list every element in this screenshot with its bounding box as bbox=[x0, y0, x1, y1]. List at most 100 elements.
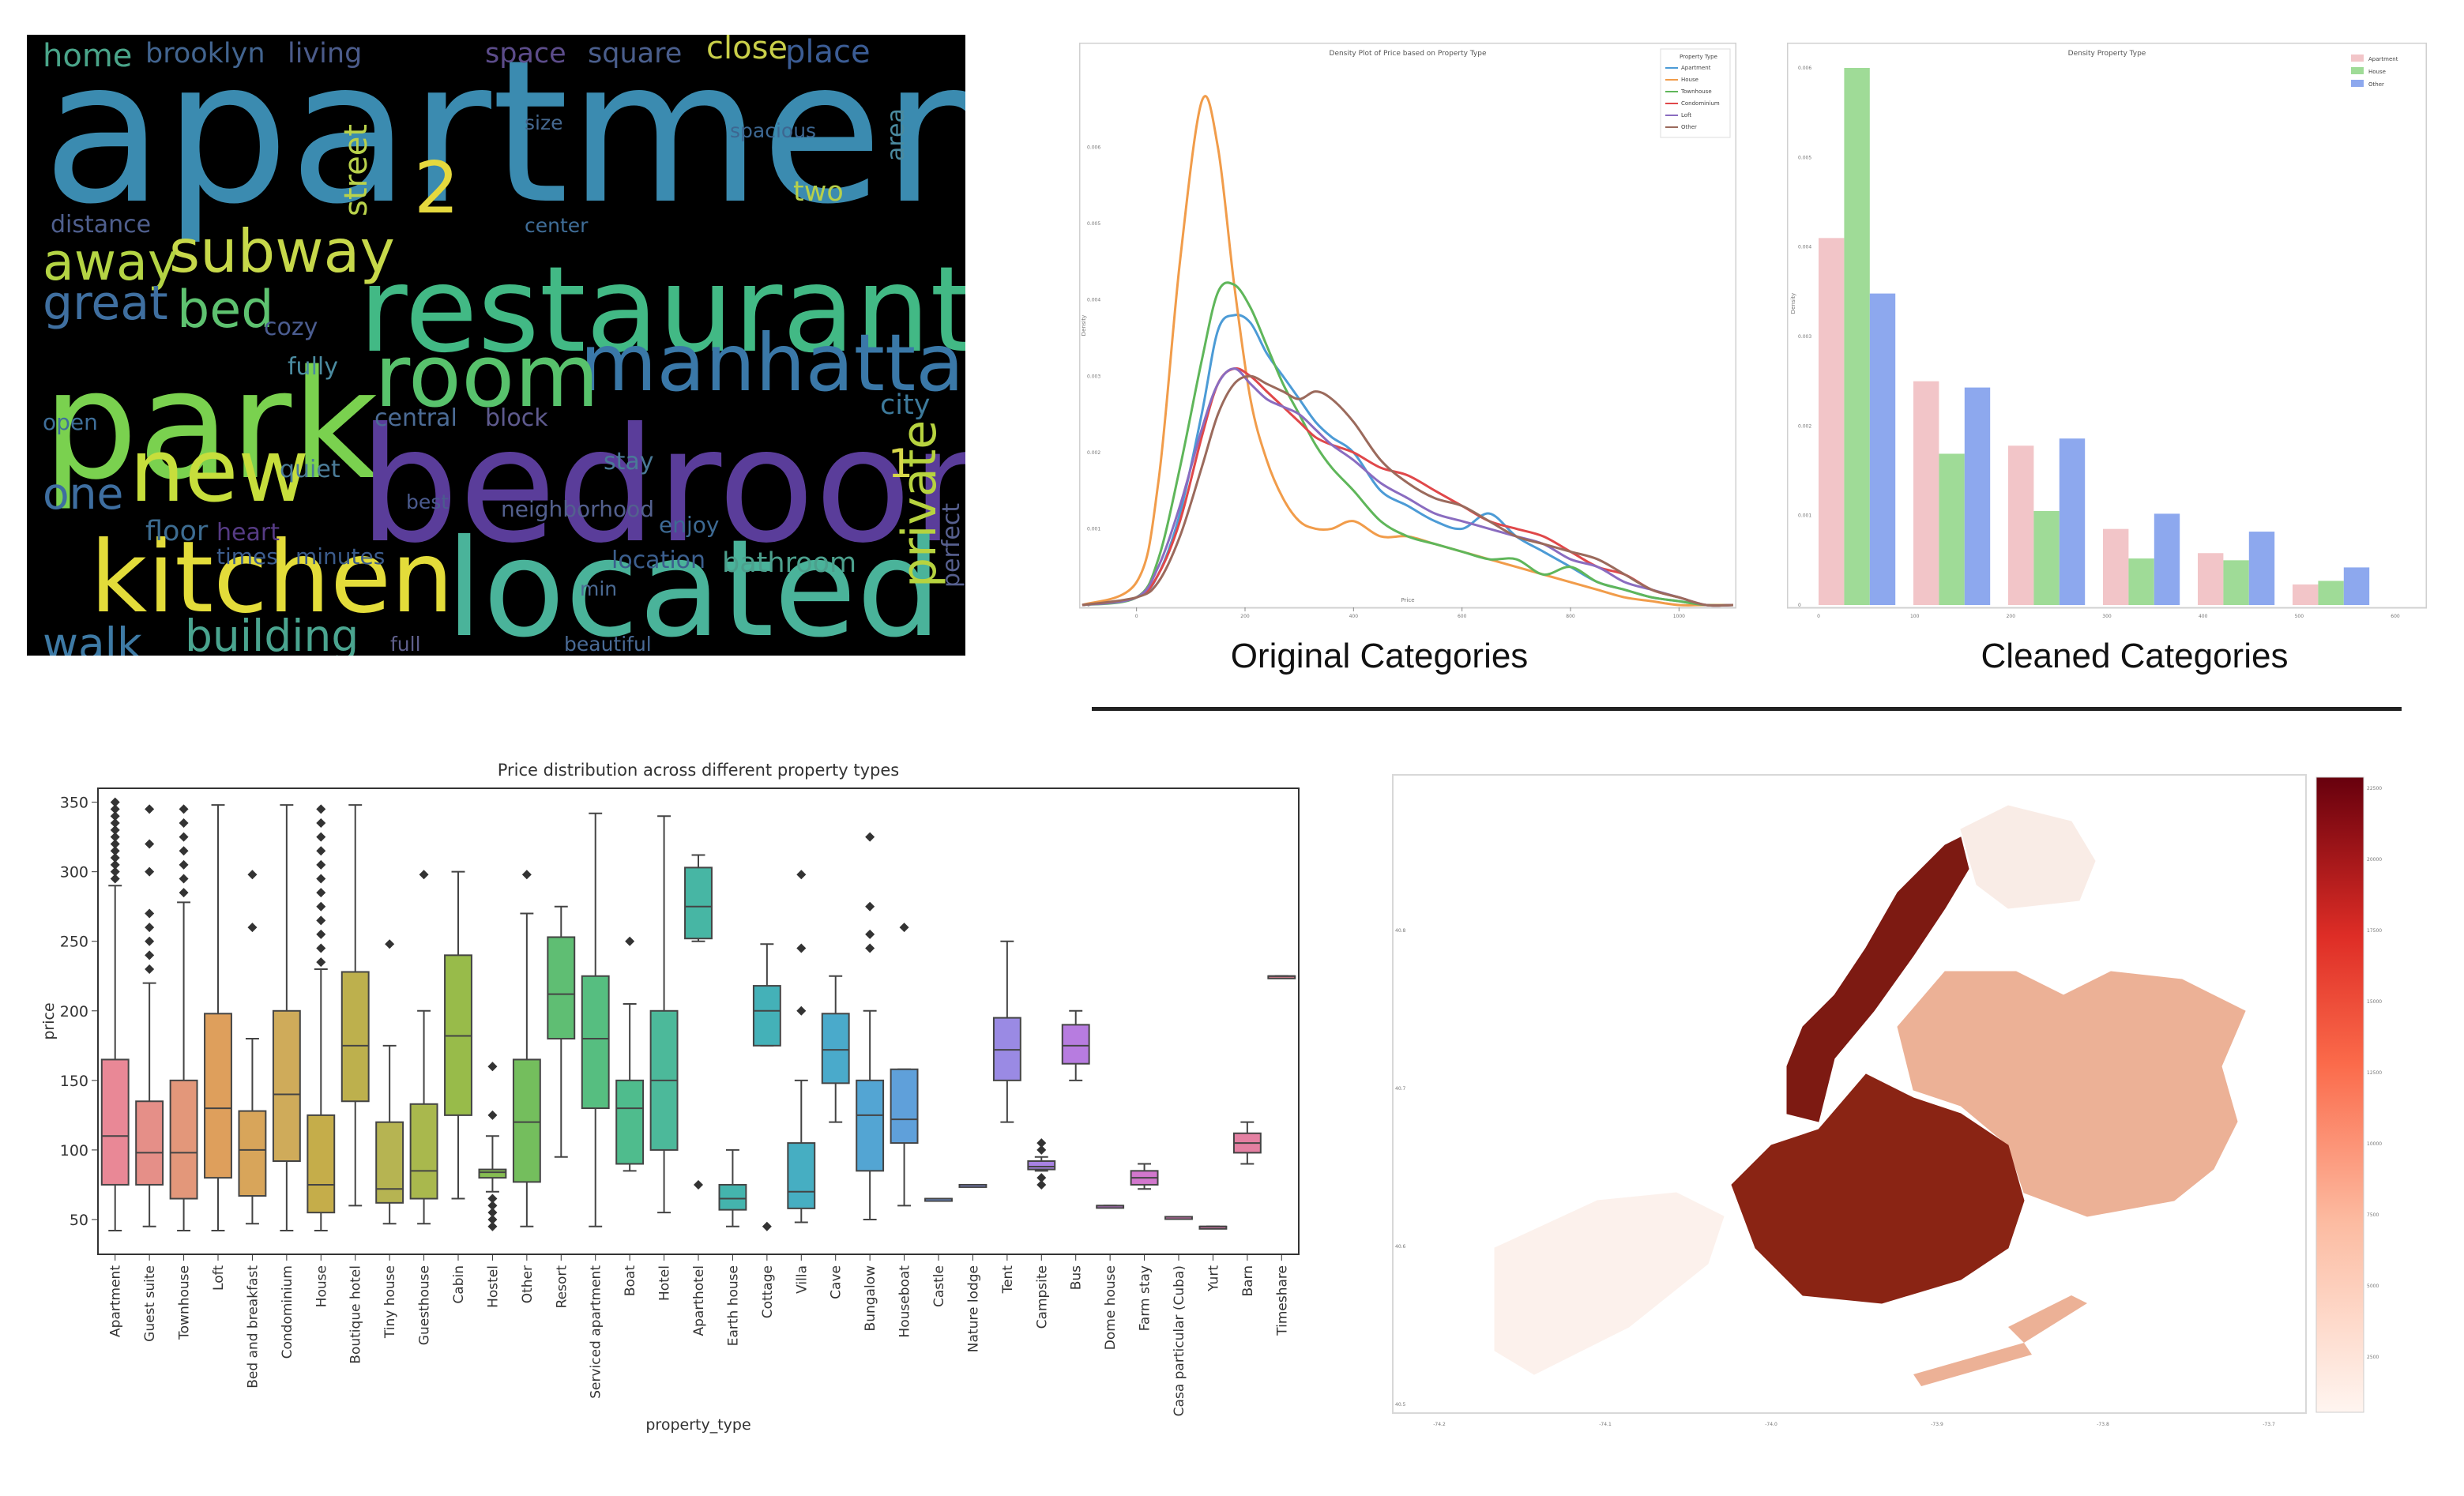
map-colorbar-tick-label: 15000 bbox=[2367, 999, 2382, 1005]
boxplot-x-tick-label: Earth house bbox=[725, 1265, 741, 1346]
kde-y-tick-label: 0.005 bbox=[1087, 221, 1100, 227]
box-aparthotel bbox=[684, 854, 713, 1190]
word-fully: fully bbox=[288, 353, 338, 381]
box-iqr bbox=[547, 936, 576, 1040]
map-region-manhattan bbox=[1786, 836, 1969, 1122]
bar-apartment bbox=[1819, 238, 1845, 605]
box-outlier bbox=[145, 839, 155, 849]
box-outlier bbox=[110, 839, 120, 849]
box-outlier bbox=[316, 943, 326, 953]
box-outlier bbox=[316, 818, 326, 829]
box-outlier bbox=[865, 901, 875, 912]
bar-other bbox=[2248, 532, 2275, 605]
boxplot-panel: Price distribution across different prop… bbox=[35, 750, 1315, 1445]
box-castle bbox=[924, 1197, 953, 1202]
word-space: space bbox=[485, 38, 566, 70]
boxplot-x-tick-label: Dome house bbox=[1103, 1265, 1119, 1350]
boxplot-x-tick-label: Nature lodge bbox=[965, 1265, 981, 1352]
bar-x-tick-label: 0 bbox=[1817, 614, 1820, 619]
bar-other bbox=[2059, 438, 2086, 605]
box-outlier bbox=[110, 818, 120, 829]
bar-y-tick-label: 0.005 bbox=[1798, 155, 1811, 160]
map-y-tick-label: 40.8 bbox=[1395, 928, 1406, 934]
box-iqr bbox=[684, 866, 713, 940]
box-iqr bbox=[375, 1121, 404, 1204]
boxplot-x-tick-label: Barn bbox=[1240, 1265, 1256, 1297]
box-outlier bbox=[145, 866, 155, 877]
box-yurt bbox=[1198, 1225, 1228, 1230]
kde-x-tick-label: 0 bbox=[1135, 614, 1138, 619]
boxplot-x-tick-label: Hostel bbox=[485, 1265, 501, 1308]
word-times: times bbox=[216, 543, 278, 569]
bar-other bbox=[2154, 513, 2180, 605]
word-subway: subway bbox=[169, 216, 395, 286]
map-region-brooklyn bbox=[1731, 1073, 2025, 1304]
box-cave bbox=[821, 975, 850, 1123]
boxplot-x-tick-label: Other bbox=[520, 1265, 536, 1303]
bar-other bbox=[1964, 387, 1991, 605]
boxplot-x-tick-label: House bbox=[314, 1265, 329, 1307]
caption-original-categories: Original Categories bbox=[1230, 637, 1529, 675]
box-iqr bbox=[1027, 1160, 1056, 1171]
box-bed-and-breakfast bbox=[238, 870, 267, 1225]
boxplot-x-tick-label: Serviced apartment bbox=[589, 1265, 604, 1399]
box-iqr bbox=[890, 1068, 919, 1145]
choropleth-map-panel: -74.2 -74.1 -74.0 -73.9 -73.8 -73.7 40.5 40.6 40… bbox=[1392, 770, 2384, 1430]
box-bungalow bbox=[856, 832, 885, 1220]
boxplot-x-tick-label: Bus bbox=[1069, 1265, 1085, 1290]
boxplot-x-tick-label: Casa particular (Cuba) bbox=[1172, 1265, 1187, 1416]
bar-house bbox=[2318, 581, 2344, 605]
word-living: living bbox=[288, 38, 362, 70]
box-outlier bbox=[1036, 1173, 1047, 1183]
boxplot-x-axis-label: property_type bbox=[645, 1416, 750, 1434]
word-one: one bbox=[43, 468, 123, 519]
word-beautiful: beautiful bbox=[564, 633, 652, 656]
bar-house bbox=[2033, 511, 2060, 605]
boxplot-x-tick-label: Tent bbox=[1000, 1265, 1016, 1295]
word-new: new bbox=[130, 420, 309, 521]
bar-y-tick-label: 0.006 bbox=[1798, 66, 1811, 71]
box-outlier bbox=[316, 846, 326, 856]
bar-y-tick-label: 0.003 bbox=[1798, 334, 1811, 340]
map-colorbar-tick-label: 12500 bbox=[2367, 1070, 2382, 1076]
word-private: private bbox=[892, 420, 947, 588]
boxplot-x-tick-label: Cottage bbox=[760, 1265, 776, 1318]
boxplot-x-tick-label: Farm stay bbox=[1138, 1265, 1153, 1331]
box-outlier bbox=[865, 832, 875, 842]
word-center: center bbox=[525, 214, 589, 237]
word-great: great bbox=[43, 276, 168, 331]
word-cloud: apartmentrestaurantsparkbedroommanhattan… bbox=[27, 35, 965, 656]
box-outlier bbox=[487, 1214, 498, 1224]
kde-x-axis-label: Price bbox=[1401, 597, 1414, 603]
bar-y-tick-label: 0.004 bbox=[1798, 245, 1811, 250]
box-iqr bbox=[752, 985, 781, 1047]
box-outlier bbox=[385, 939, 395, 949]
kde-series-line-house bbox=[1082, 95, 1733, 607]
word-place: place bbox=[785, 35, 871, 70]
kde-chart: Density Plot of Price based on Property … bbox=[1078, 42, 1737, 619]
box-house bbox=[307, 804, 336, 1232]
box-outlier bbox=[1036, 1145, 1047, 1155]
box-houseboat bbox=[890, 923, 919, 1207]
bar-y-tick-label: 0.001 bbox=[1798, 513, 1811, 519]
boxplot-x-tick-label: Loft bbox=[211, 1265, 227, 1291]
boxplot-y-tick-label: 350 bbox=[60, 795, 88, 812]
box-iqr bbox=[718, 1183, 747, 1211]
box-outlier bbox=[694, 1179, 703, 1190]
word-located: located bbox=[446, 511, 942, 656]
box-timeshare bbox=[1267, 975, 1296, 979]
box-outlier bbox=[796, 1005, 807, 1016]
box-outlier bbox=[145, 908, 155, 919]
kde-series-line-townhouse bbox=[1082, 281, 1734, 607]
bar-house bbox=[2128, 558, 2154, 605]
box-outlier bbox=[899, 923, 909, 933]
map-x-tick-label: -73.8 bbox=[2097, 1422, 2109, 1427]
boxplot-x-tick-label: Townhouse bbox=[177, 1265, 193, 1340]
bar-apartment bbox=[1913, 381, 1939, 605]
box-outlier bbox=[179, 846, 189, 856]
box-outlier bbox=[316, 804, 326, 814]
bar-title: Density Property Type bbox=[2068, 50, 2146, 58]
box-outlier bbox=[865, 929, 875, 939]
map-x-tick-label: -74.0 bbox=[1765, 1422, 1777, 1427]
box-outlier bbox=[1036, 1138, 1047, 1148]
